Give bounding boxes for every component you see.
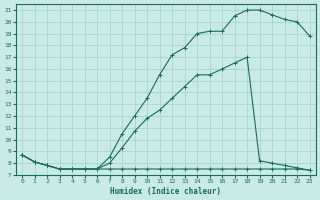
X-axis label: Humidex (Indice chaleur): Humidex (Indice chaleur) (110, 187, 221, 196)
